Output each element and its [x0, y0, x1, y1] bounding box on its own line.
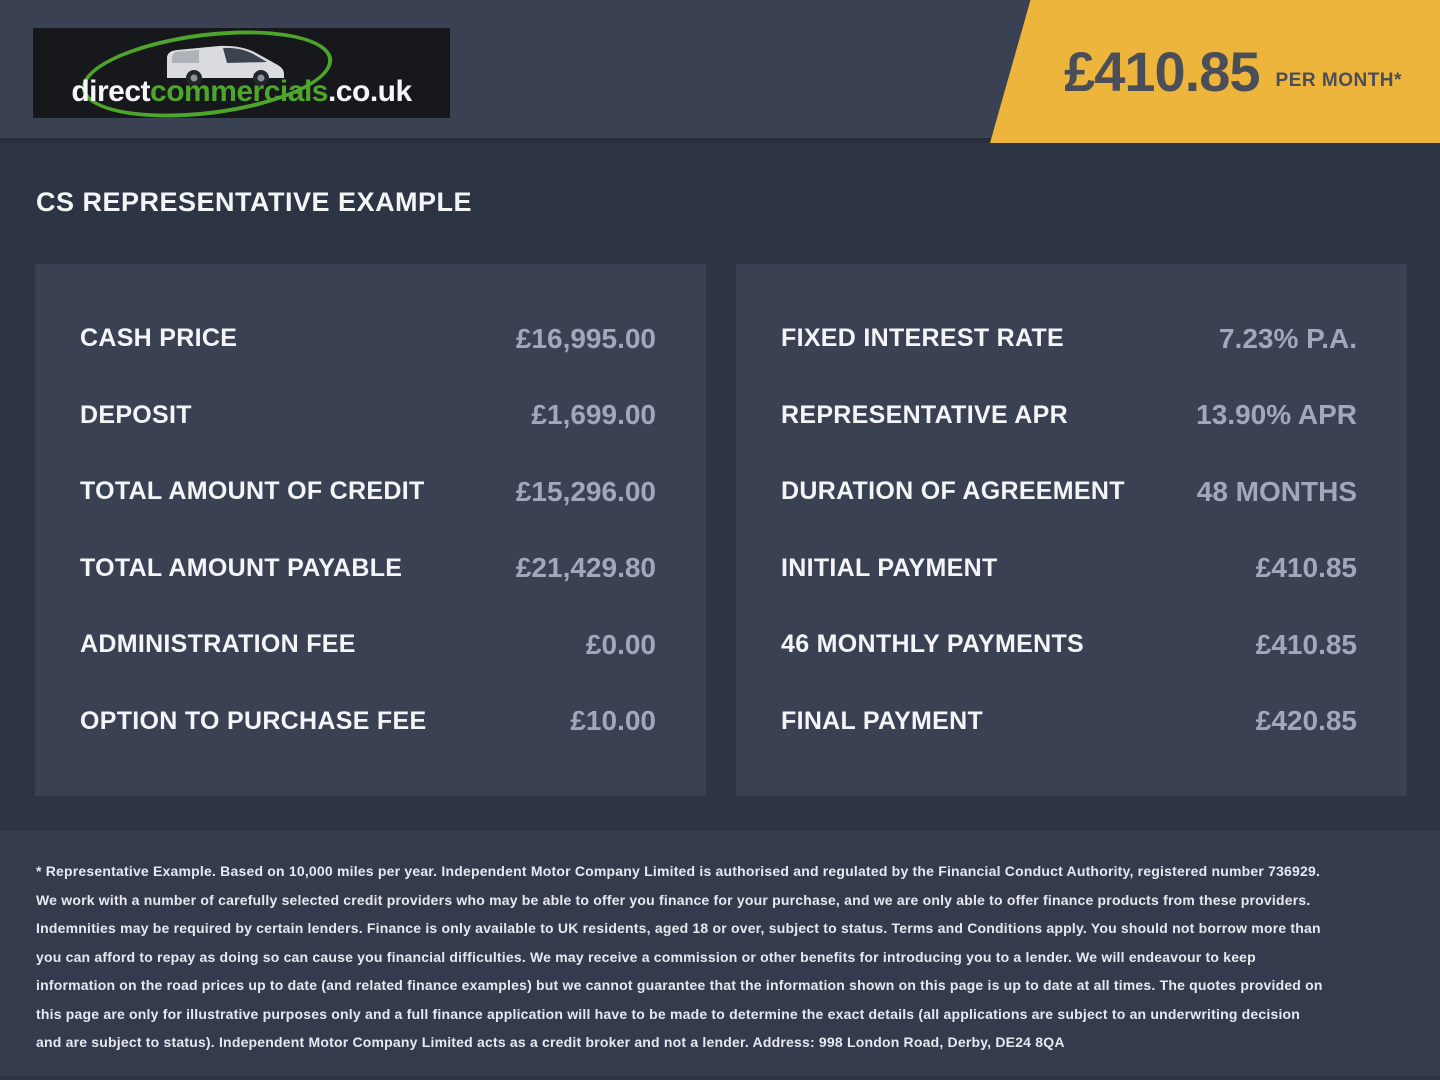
finance-row-apr: REPRESENTATIVE APR 13.90% APR [781, 399, 1357, 431]
logo-text-direct: direct [71, 75, 151, 108]
finance-value: £0.00 [585, 628, 656, 660]
price-period-label: PER MONTH* [1275, 69, 1402, 91]
finance-label: CASH PRICE [80, 324, 238, 353]
finance-value: £15,296.00 [515, 475, 656, 507]
finance-value: £21,429.80 [515, 552, 656, 584]
finance-label: DURATION OF AGREEMENT [781, 477, 1125, 506]
finance-value: £16,995.00 [515, 322, 656, 354]
finance-label: FIXED INTEREST RATE [781, 324, 1065, 353]
finance-label: OPTION TO PURCHASE FEE [80, 706, 427, 735]
finance-panels: CASH PRICE £16,995.00 DEPOSIT £1,699.00 … [35, 264, 1407, 796]
finance-label: FINAL PAYMENT [781, 706, 984, 735]
price-banner: £410.85 PER MONTH* [990, 0, 1440, 143]
finance-row-option-fee: OPTION TO PURCHASE FEE £10.00 [80, 705, 656, 737]
finance-value: £1,699.00 [531, 399, 656, 431]
finance-value: 13.90% APR [1196, 399, 1357, 431]
monthly-price: £410.85 [1064, 40, 1260, 103]
van-icon [167, 45, 284, 86]
disclaimer-text: * Representative Example. Based on 10,00… [36, 863, 1323, 1050]
finance-value: 48 MONTHS [1196, 475, 1357, 507]
logo-wordmark: directcommercials.co.uk [33, 75, 450, 109]
finance-row-initial-payment: INITIAL PAYMENT £410.85 [781, 552, 1357, 584]
finance-value: £420.85 [1255, 705, 1357, 737]
finance-value: £410.85 [1255, 628, 1357, 660]
finance-label: 46 MONTHLY PAYMENTS [781, 630, 1085, 659]
finance-row-interest-rate: FIXED INTEREST RATE 7.23% P.A. [781, 323, 1357, 355]
logo-text-commercials: commercials [150, 75, 328, 108]
finance-value: £10.00 [570, 705, 656, 737]
finance-row-deposit: DEPOSIT £1,699.00 [80, 399, 656, 431]
finance-panel-right: FIXED INTEREST RATE 7.23% P.A. REPRESENT… [736, 264, 1407, 796]
main-content: CS REPRESENTATIVE EXAMPLE CASH PRICE £16… [0, 143, 1440, 796]
finance-label: TOTAL AMOUNT PAYABLE [80, 553, 403, 582]
logo-text-suffix: .co.uk [327, 75, 412, 108]
finance-panel-left: CASH PRICE £16,995.00 DEPOSIT £1,699.00 … [35, 264, 706, 796]
finance-label: TOTAL AMOUNT OF CREDIT [80, 477, 425, 506]
header-bar: directcommercials.co.uk £410.85 PER MONT… [0, 0, 1440, 143]
finance-label: REPRESENTATIVE APR [781, 400, 1068, 429]
finance-row-final-payment: FINAL PAYMENT £420.85 [781, 705, 1357, 737]
page-title: CS REPRESENTATIVE EXAMPLE [36, 187, 473, 217]
finance-row-total-payable: TOTAL AMOUNT PAYABLE £21,429.80 [80, 552, 656, 584]
finance-value: 7.23% P.A. [1218, 322, 1357, 354]
finance-row-monthly-payments: 46 MONTHLY PAYMENTS £410.85 [781, 629, 1357, 661]
finance-row-total-credit: TOTAL AMOUNT OF CREDIT £15,296.00 [80, 476, 656, 508]
disclaimer-footer: * Representative Example. Based on 10,00… [0, 831, 1440, 1076]
finance-row-cash-price: CASH PRICE £16,995.00 [80, 323, 656, 355]
finance-row-admin-fee: ADMINISTRATION FEE £0.00 [80, 629, 656, 661]
finance-label: ADMINISTRATION FEE [80, 630, 356, 659]
finance-label: DEPOSIT [80, 400, 192, 429]
finance-row-duration: DURATION OF AGREEMENT 48 MONTHS [781, 476, 1357, 508]
finance-value: £410.85 [1255, 552, 1357, 584]
finance-label: INITIAL PAYMENT [781, 553, 998, 582]
logo: directcommercials.co.uk [33, 28, 450, 118]
